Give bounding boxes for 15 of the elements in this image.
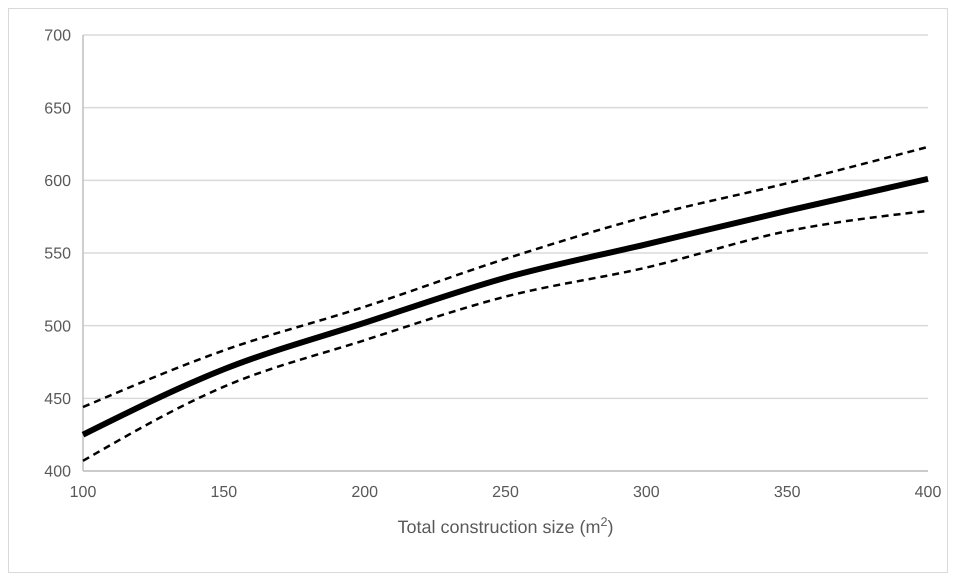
x-tick-label: 400 [914, 484, 942, 501]
x-axis-title: Total construction size (m$^{2}$) [397, 515, 614, 537]
x-tick-label: 300 [632, 484, 660, 501]
y-tick-label: 550 [44, 246, 72, 263]
x-tick-label: 150 [210, 484, 238, 501]
y-tick-label: 700 [44, 28, 72, 45]
y-tick-label: 400 [44, 464, 72, 481]
y-tick-label: 600 [44, 172, 72, 190]
y-tick-label: 650 [44, 100, 72, 118]
x-tick-label: 100 [70, 484, 96, 501]
x-tick-label: 250 [492, 484, 519, 501]
y-tick-label: 450 [44, 390, 72, 408]
x-tick-label: 200 [351, 484, 378, 501]
x-tick-label: 350 [774, 484, 801, 501]
y-tick-label: 500 [44, 318, 72, 336]
